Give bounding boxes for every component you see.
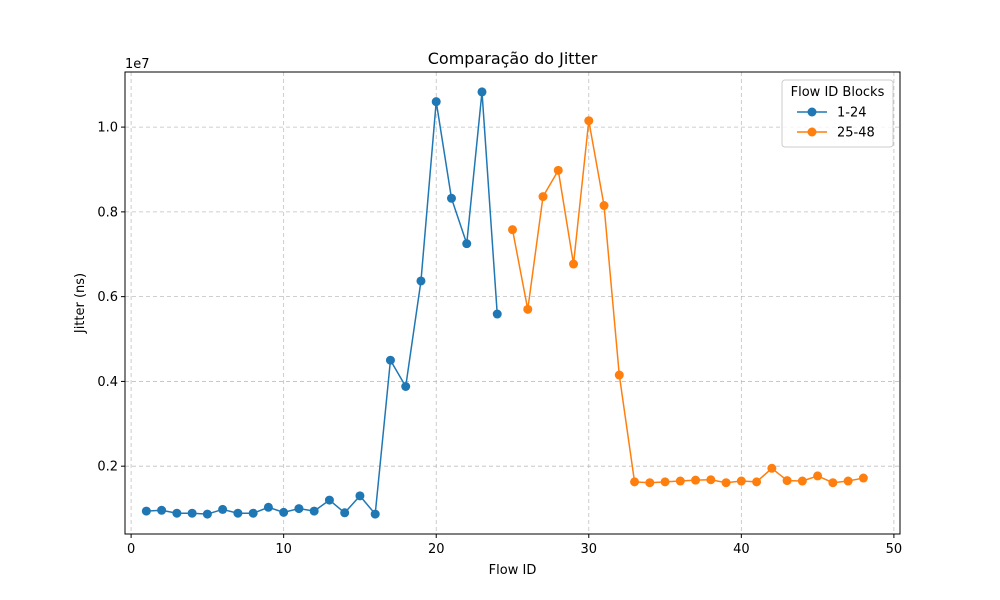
data-point bbox=[218, 504, 228, 514]
data-point bbox=[233, 508, 243, 518]
axes: 0 10 20 30 40 50 0.2 0.4 0.6 0.8 1.0 bbox=[97, 121, 902, 557]
data-point bbox=[614, 370, 624, 380]
data-point bbox=[691, 475, 701, 485]
x-tick-label: 40 bbox=[733, 542, 750, 557]
data-point bbox=[172, 508, 182, 518]
data-point bbox=[431, 97, 441, 107]
data-point bbox=[324, 495, 334, 505]
data-point bbox=[492, 309, 502, 319]
data-point bbox=[141, 506, 151, 516]
data-point bbox=[416, 276, 426, 286]
y-tick-label: 0.8 bbox=[97, 205, 118, 220]
data-point bbox=[797, 476, 807, 486]
data-point bbox=[599, 201, 609, 211]
data-point bbox=[248, 508, 258, 518]
data-point bbox=[370, 509, 380, 519]
data-point bbox=[523, 304, 533, 314]
legend-label-series-1: 1-24 bbox=[837, 106, 867, 121]
series-layer bbox=[141, 87, 868, 519]
legend-marker-series-1 bbox=[807, 107, 817, 117]
data-point bbox=[446, 193, 456, 203]
data-point bbox=[263, 502, 273, 512]
data-point bbox=[157, 505, 167, 515]
data-point bbox=[355, 491, 365, 501]
data-point bbox=[828, 478, 838, 488]
chart-title: Comparação do Jitter bbox=[428, 49, 598, 68]
data-point bbox=[477, 87, 487, 97]
legend-marker-series-2 bbox=[807, 127, 817, 137]
data-point bbox=[675, 476, 685, 486]
legend-label-series-2: 25-48 bbox=[837, 126, 875, 141]
data-point bbox=[584, 116, 594, 126]
data-point bbox=[553, 165, 563, 175]
x-tick-label: 20 bbox=[428, 542, 445, 557]
data-point bbox=[401, 382, 411, 391]
y-tick-label: 0.4 bbox=[97, 375, 118, 390]
x-tick-label: 30 bbox=[581, 542, 598, 557]
data-point bbox=[340, 508, 350, 518]
x-tick-label: 0 bbox=[127, 542, 135, 557]
data-point bbox=[782, 476, 792, 486]
data-point bbox=[462, 239, 472, 249]
y-tick-label: 0.6 bbox=[97, 290, 118, 305]
data-point bbox=[508, 225, 517, 235]
data-point bbox=[706, 475, 716, 485]
data-point bbox=[721, 478, 731, 488]
data-point bbox=[752, 477, 762, 487]
x-tick-label: 10 bbox=[275, 542, 292, 557]
data-point bbox=[767, 463, 777, 473]
legend-title: Flow ID Blocks bbox=[791, 85, 885, 100]
x-tick-label: 50 bbox=[886, 542, 903, 557]
data-point bbox=[813, 471, 823, 481]
data-point bbox=[187, 508, 197, 518]
x-axis-label: Flow ID bbox=[489, 563, 537, 578]
data-point bbox=[858, 473, 868, 483]
data-point bbox=[279, 507, 289, 517]
data-point bbox=[645, 478, 655, 488]
data-point bbox=[309, 506, 319, 516]
data-point bbox=[660, 477, 670, 487]
plot-frame bbox=[124, 71, 901, 535]
data-point bbox=[385, 355, 395, 365]
data-point bbox=[630, 477, 640, 487]
legend: Flow ID Blocks 1-24 25-48 bbox=[781, 79, 894, 148]
data-point bbox=[538, 192, 548, 202]
y-tick-label: 1.0 bbox=[97, 121, 118, 136]
y-axis-offset-label: 1e7 bbox=[125, 57, 150, 72]
data-point bbox=[569, 259, 579, 269]
y-axis-label: Jitter (ns) bbox=[73, 273, 88, 334]
data-point bbox=[736, 476, 746, 486]
data-point bbox=[843, 476, 853, 486]
data-point bbox=[294, 504, 304, 514]
data-point bbox=[202, 509, 212, 519]
y-tick-label: 0.2 bbox=[97, 460, 118, 475]
